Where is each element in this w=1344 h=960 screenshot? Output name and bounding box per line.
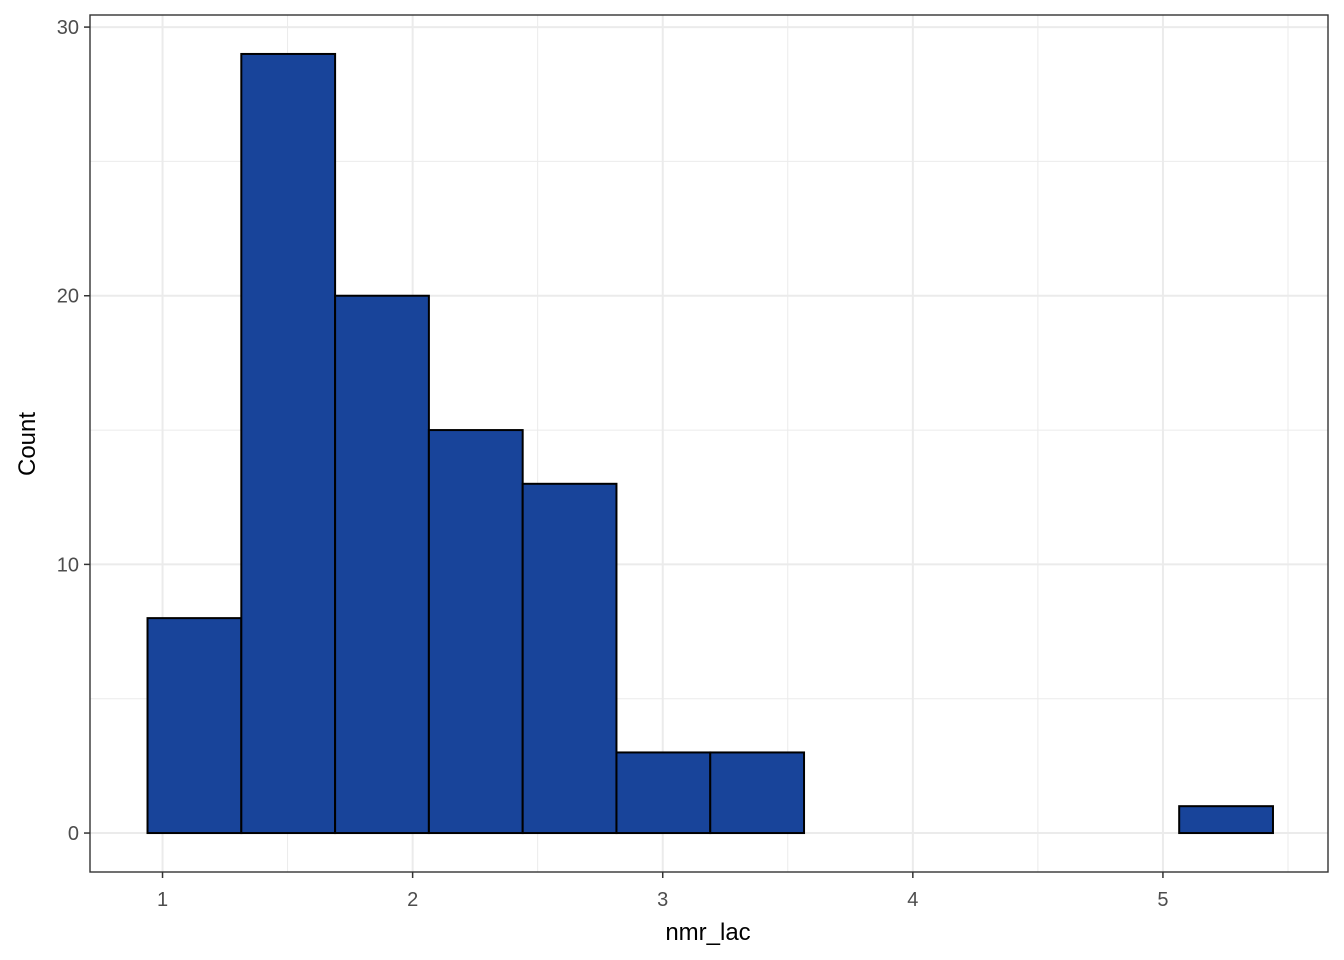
histogram-bars [146, 52, 1274, 835]
histogram-bar [240, 52, 337, 835]
histogram-bar [709, 751, 806, 835]
y-tick-label: 20 [57, 286, 79, 308]
x-tick-label: 2 [407, 889, 418, 911]
histogram-bar [334, 294, 430, 835]
y-tick-label: 10 [57, 554, 79, 576]
histogram-bar [427, 429, 524, 835]
histogram-bar [1178, 805, 1274, 835]
x-tick-label: 4 [907, 889, 918, 911]
x-axis-title: nmr_lac [665, 919, 750, 946]
x-tick-label: 1 [157, 889, 168, 911]
x-tick-label: 3 [657, 889, 668, 911]
histogram-bar [521, 482, 618, 835]
histogram-bar [615, 751, 712, 835]
histogram-bar [146, 617, 243, 835]
y-tick-label: 0 [68, 823, 79, 845]
x-axis: 1 2 3 4 5 [157, 872, 1168, 911]
panel-border [89, 14, 1329, 873]
y-axis-title: Count [14, 412, 41, 476]
y-tick-label: 30 [57, 17, 79, 39]
x-tick-label: 5 [1157, 889, 1168, 911]
y-axis: 0 10 20 30 [57, 17, 90, 845]
